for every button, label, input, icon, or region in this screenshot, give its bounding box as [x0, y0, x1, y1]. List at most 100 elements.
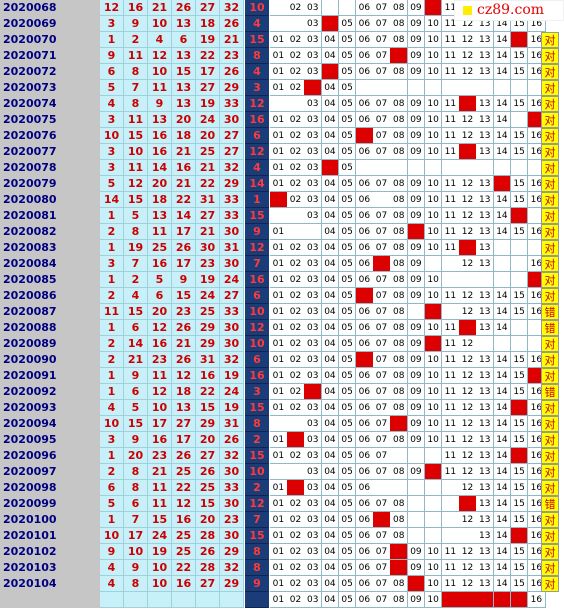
trend-cell: 08: [390, 496, 409, 512]
trend-cell: 12: [459, 560, 477, 576]
red-ball: 15: [172, 64, 196, 80]
trend-cell: [510, 160, 529, 176]
trend-cell: 09: [407, 64, 426, 80]
red-ball: 33: [220, 480, 244, 496]
trend-cell: 07: [373, 16, 391, 32]
trend-cell: 15: [510, 544, 529, 560]
prediction-status-badge: 对: [541, 432, 559, 448]
red-ball: 12: [148, 384, 172, 400]
trend-cell: 05: [338, 336, 357, 352]
trend-cell: 13: [476, 448, 495, 464]
trend-cell: 12: [459, 240, 477, 256]
red-ball: 20: [196, 432, 220, 448]
trend-cell: 08: [390, 576, 409, 592]
trend-cell: [407, 496, 426, 512]
trend-cell: 06: [356, 64, 374, 80]
trend-cell: 02: [287, 384, 305, 400]
trend-cell: 01: [270, 368, 288, 384]
trend-cell: 05: [338, 384, 357, 400]
issue-number: 2020077: [0, 144, 100, 160]
trend-cell: 09: [407, 144, 426, 160]
trend-cell: 11: [442, 320, 460, 336]
trend-cell: 13: [476, 176, 495, 192]
red-ball: 4: [100, 560, 124, 576]
red-ball: 6: [148, 288, 172, 304]
trend-cell: 08: [390, 320, 409, 336]
red-ball: 10: [148, 400, 172, 416]
issue-number: 2020093: [0, 400, 100, 416]
trend-cell: 13: [476, 496, 495, 512]
issue-number: 2020085: [0, 272, 100, 288]
trend-cell: 04: [321, 192, 340, 208]
trend-cell: 10: [424, 560, 443, 576]
trend-cell: 06: [356, 128, 374, 144]
red-ball: 20: [196, 512, 220, 528]
trend-cell: 06: [356, 448, 374, 464]
trend-cell: 12: [459, 496, 477, 512]
trend-cell: 15: [510, 384, 529, 400]
trend-cell: 08: [390, 176, 409, 192]
red-ball: [100, 592, 124, 608]
trend-cell: 13: [476, 128, 495, 144]
trend-cell: 10: [424, 400, 443, 416]
trend-cell: 07: [373, 272, 391, 288]
trend-cell: 14: [493, 320, 512, 336]
prediction-status-badge: 对: [541, 64, 559, 80]
prediction-status-badge: 对: [541, 112, 559, 128]
trend-cell: 04: [321, 64, 340, 80]
trend-cell: 14: [493, 176, 512, 192]
trend-cell: 15: [510, 192, 529, 208]
trend-cell: 11: [442, 128, 460, 144]
blue-ball: 4: [245, 16, 269, 32]
trend-cell: 03: [304, 480, 323, 496]
trend-cell: 06: [356, 544, 374, 560]
red-ball: 2: [100, 336, 124, 352]
prediction-status-badge: 对: [541, 448, 559, 464]
issue-number: 2020075: [0, 112, 100, 128]
trend-cell: 06: [356, 192, 374, 208]
issue-number: 2020076: [0, 128, 100, 144]
trend-cell: 13: [476, 400, 495, 416]
trend-cell: 01: [270, 448, 288, 464]
trend-cell: 07: [373, 384, 391, 400]
trend-cell: 10: [424, 64, 443, 80]
trend-cell: [373, 80, 391, 96]
trend-cell: 06: [356, 320, 374, 336]
trend-cell: 04: [321, 224, 340, 240]
red-ball: 10: [148, 560, 172, 576]
trend-cell: 08: [390, 544, 409, 560]
trend-cell: 15: [510, 528, 529, 544]
trend-cell: 01: [270, 592, 288, 608]
red-ball: 11: [124, 112, 148, 128]
red-ball: 33: [220, 304, 244, 320]
issue-number: 2020084: [0, 256, 100, 272]
trend-cell: 08: [390, 128, 409, 144]
trend-cell: 10: [424, 112, 443, 128]
red-ball: 4: [100, 576, 124, 592]
trend-cell: 04: [321, 368, 340, 384]
trend-cell: 01: [270, 576, 288, 592]
trend-cell: 07: [373, 400, 391, 416]
trend-cell: 05: [338, 416, 357, 432]
trend-cell: 06: [356, 528, 374, 544]
trend-cell: 06: [356, 32, 374, 48]
trend-cell: 15: [510, 432, 529, 448]
trend-cell: 05: [338, 480, 357, 496]
trend-cell: 13: [476, 304, 495, 320]
red-ball: 33: [220, 208, 244, 224]
trend-cell: 02: [287, 400, 305, 416]
red-ball: 10: [124, 144, 148, 160]
trend-cell: 09: [407, 592, 426, 608]
trend-cell: 12: [459, 48, 477, 64]
trend-cell: [424, 80, 443, 96]
trend-cell: 02: [287, 432, 305, 448]
trend-cell: 08: [390, 144, 409, 160]
trend-cell: [476, 160, 495, 176]
red-ball: 12: [124, 176, 148, 192]
red-ball: 11: [100, 304, 124, 320]
prediction-status-badge: 对: [541, 224, 559, 240]
issue-number: 2020081: [0, 208, 100, 224]
site-logo[interactable]: cz89.com: [454, 0, 564, 21]
trend-cell: 14: [493, 400, 512, 416]
blue-ball: 3: [245, 80, 269, 96]
